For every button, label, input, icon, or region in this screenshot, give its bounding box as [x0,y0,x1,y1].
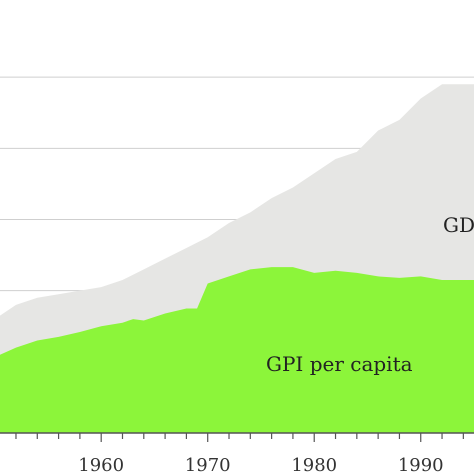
x-tick-label-1970: 1970 [185,455,231,474]
x-ticks: 1960 1970 1980 1990 [15,433,464,474]
x-tick-label-1980: 1980 [291,455,337,474]
x-tick-label-1990: 1990 [398,455,444,474]
gpi-series-label: GPI per capita [266,352,413,376]
gpi-area [0,267,474,433]
x-tick-label-1960: 1960 [78,455,124,474]
gdp-series-label: GD [443,213,474,237]
